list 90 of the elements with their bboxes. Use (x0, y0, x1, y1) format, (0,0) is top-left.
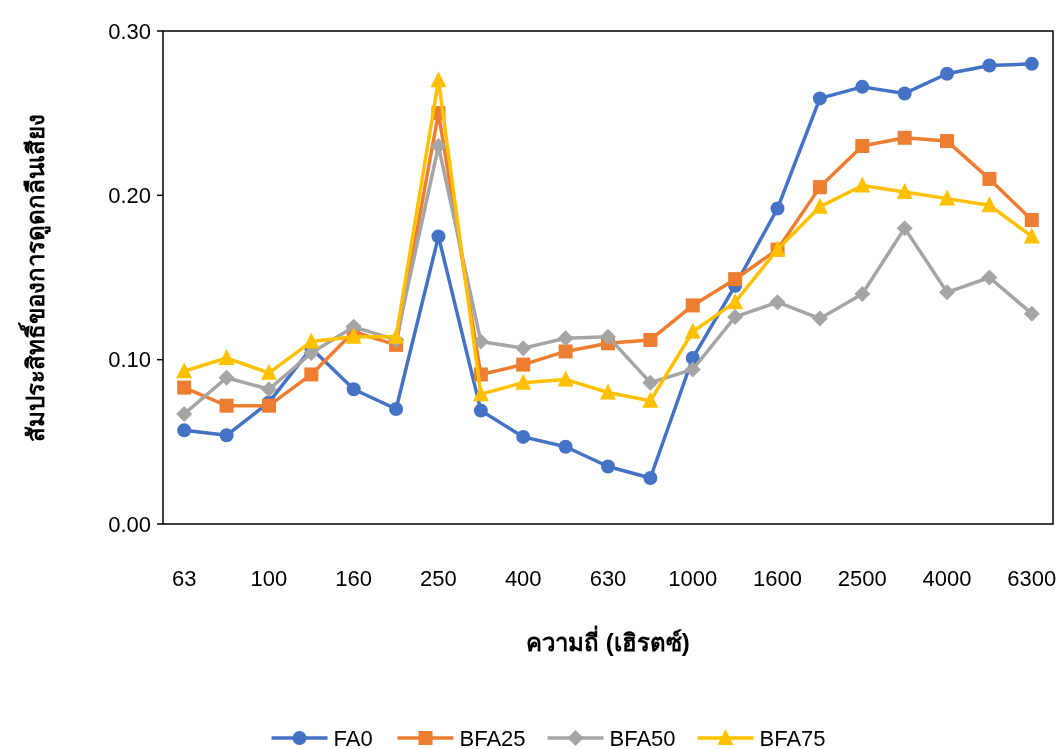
point (558, 439, 573, 454)
point (896, 220, 913, 237)
ytick-label: 0.20 (108, 182, 151, 208)
point (176, 405, 193, 422)
point (1024, 56, 1039, 71)
point (684, 322, 701, 339)
point (896, 183, 913, 200)
point (472, 385, 489, 402)
xtick-label: 400 (504, 565, 542, 591)
point (854, 285, 871, 302)
point (769, 294, 786, 311)
ytick-label: 0.30 (108, 18, 151, 44)
point (177, 380, 192, 395)
point (219, 398, 234, 413)
point (981, 269, 998, 286)
xtick-label: 630 (589, 565, 627, 591)
point (897, 130, 912, 145)
xtick-label: 160 (335, 565, 373, 591)
point (811, 310, 828, 327)
point (515, 373, 532, 390)
legend-label: BFA75 (759, 725, 826, 749)
legend-item: BFA25 (397, 725, 526, 749)
point (516, 429, 531, 444)
ytick-label: 0.00 (108, 511, 151, 537)
legend-label: BFA50 (609, 725, 676, 749)
point (345, 327, 362, 344)
point (685, 298, 700, 313)
legend-label: BFA25 (459, 725, 526, 749)
legend-item: BFA75 (697, 725, 826, 749)
point (643, 332, 658, 347)
point (855, 139, 870, 154)
point (430, 71, 447, 88)
point (260, 363, 277, 380)
point (854, 176, 871, 193)
point (218, 369, 235, 386)
point (346, 382, 361, 397)
xtick-label: 4000 (922, 565, 972, 591)
point (600, 328, 616, 345)
point (642, 391, 659, 408)
point (728, 272, 743, 287)
point (855, 79, 870, 94)
point (557, 330, 574, 347)
ytick-label: 0.10 (108, 347, 151, 373)
point (981, 196, 998, 213)
point (1023, 305, 1040, 322)
legend-label: FA0 (333, 725, 373, 749)
point (897, 86, 912, 101)
point (177, 423, 192, 438)
point (982, 58, 997, 73)
point (940, 66, 955, 81)
point (304, 367, 319, 382)
point (770, 201, 785, 216)
legend-item: FA0 (271, 725, 373, 749)
point (939, 189, 956, 206)
xtick-label: 63 (171, 565, 197, 591)
point (431, 229, 446, 244)
point (727, 293, 744, 310)
point (643, 470, 658, 485)
point (684, 361, 701, 378)
point (1024, 212, 1039, 227)
point (642, 374, 659, 391)
point (982, 171, 997, 186)
xtick-label: 2500 (837, 565, 887, 591)
point (1023, 227, 1040, 244)
point (473, 403, 488, 418)
xtick-label: 1600 (753, 565, 802, 591)
xtick-label: 100 (250, 565, 288, 591)
point (812, 180, 827, 195)
point (940, 134, 955, 149)
point (260, 381, 277, 398)
point (516, 357, 531, 372)
point (939, 284, 956, 301)
xtick-label: 250 (420, 565, 457, 591)
point (388, 327, 405, 344)
point (600, 383, 616, 400)
point (389, 401, 404, 416)
xtick-label: 6300 (1007, 565, 1057, 591)
point (515, 340, 532, 357)
point (303, 332, 320, 349)
point (557, 370, 574, 387)
point (727, 308, 744, 325)
point (558, 344, 573, 359)
point (218, 349, 235, 366)
point (601, 459, 615, 474)
point (219, 428, 234, 443)
legend-item: BFA50 (547, 725, 676, 749)
point (812, 91, 827, 106)
point (811, 197, 828, 214)
point (176, 362, 193, 379)
xtick-label: 1000 (668, 565, 718, 591)
